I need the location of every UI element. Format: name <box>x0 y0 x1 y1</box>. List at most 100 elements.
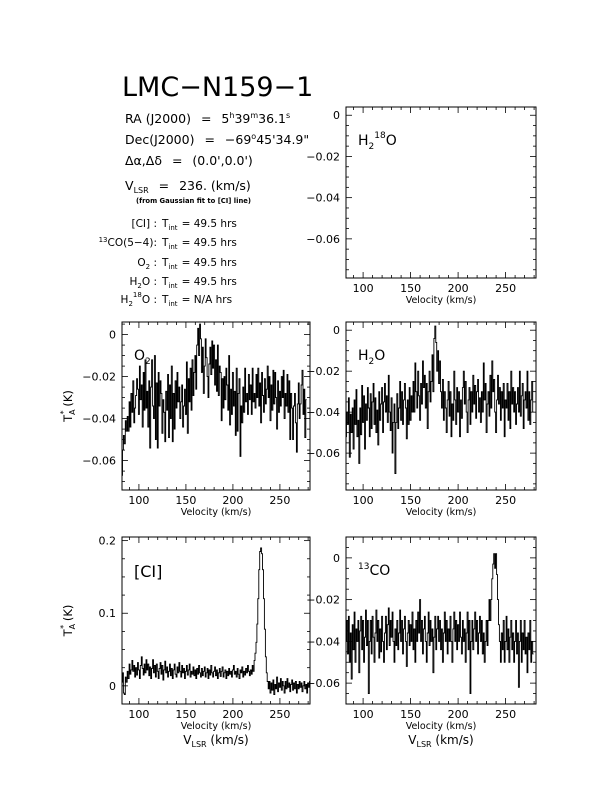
x-tick-label-o2: 100 <box>128 494 149 507</box>
y-tick-label-h2o: −0.06 <box>306 447 340 460</box>
ra-line: RA (J2000) = 5h39m36.1s <box>125 111 290 126</box>
panel-label-base: CO <box>369 563 390 579</box>
y-tick-label-o2: −0.04 <box>82 413 116 426</box>
ylabel-star: * <box>59 625 68 629</box>
tint-h218o-tail: O <box>142 294 150 306</box>
panel-label-13co: 13CO <box>358 562 390 579</box>
ylabel-unit: (K) <box>61 390 75 410</box>
y-tick-label-13co: −0.06 <box>306 677 340 690</box>
panel-frame-h2o <box>345 321 537 491</box>
ylabel-t: T <box>61 414 75 423</box>
vlsr-sub: LSR <box>192 740 208 749</box>
ra-sec: 36.1 <box>258 111 286 126</box>
x-tick-label-13co: 150 <box>400 708 421 721</box>
x-tick-label-h218o: 150 <box>400 282 421 295</box>
panel-label-tail: O <box>374 348 385 364</box>
tint-h2o-value: = 49.5 hrs <box>182 276 237 288</box>
offset-value: (0.0',0.0') <box>192 153 252 168</box>
tint-13co-tsub: int <box>168 243 177 251</box>
tint-13co-colon: : <box>153 237 157 249</box>
x-axis-label-h218o: Velocity (km/s) <box>406 295 477 306</box>
panel-label-ci: [CI] <box>134 562 162 581</box>
x-tick-label-ci: 100 <box>128 708 149 721</box>
tint-13co-value: = 49.5 hrs <box>182 237 237 249</box>
vlsr-note: (from Gaussian fit to [CI] line) <box>136 197 251 205</box>
panel-13co: 100 150 200 250 0 −0.02 −0.04 −0.06 Velocity (km… <box>306 536 537 749</box>
tint-o2-t: T <box>161 257 169 269</box>
x-tick-label-h218o: 100 <box>353 282 374 295</box>
x-tick-label-h2o: 250 <box>495 494 516 507</box>
x-tick-label-13co: 250 <box>495 708 516 721</box>
y-tick-label-ci: 0.1 <box>99 607 117 620</box>
panel-h218o: 100 150 200 250 0 −0.02 −0.04 −0.06 Velocity (km… <box>306 106 537 306</box>
panel-label-base: H <box>358 133 369 149</box>
vlsr-sub: LSR <box>417 740 433 749</box>
ra-eq: = <box>201 111 211 126</box>
tint-h2o-tsub: int <box>168 282 177 290</box>
ra-hours: 5 <box>221 111 229 126</box>
tint-h218o-tsub: int <box>168 300 177 308</box>
dec-rest: 45'34.9" <box>256 132 309 147</box>
tint-h218o-t: T <box>161 294 169 306</box>
x-tick-label-o2: 200 <box>222 494 243 507</box>
dec-label: Dec(J2000) <box>125 132 194 147</box>
panel-label-base: O <box>134 348 145 364</box>
x-tick-label-ci: 250 <box>269 708 290 721</box>
spectrum-line-13co <box>346 553 534 695</box>
x-tick-label-h2o: 150 <box>400 494 421 507</box>
tint-13co-name: CO(5−4) <box>108 237 154 249</box>
tint-name-ci: [CI] : <box>131 218 157 230</box>
panel-label-o2: O2 <box>134 348 151 367</box>
tint-ci-t: T <box>161 218 169 230</box>
dec-deg-unit: o <box>251 132 256 141</box>
x-tick-label-13co: 100 <box>353 708 374 721</box>
panel-ci: 100 150 200 250 0 0.1 0.2 Velocity (km/s)VLSR (… <box>59 535 311 749</box>
tint-h218o-sub: 2 <box>128 300 132 308</box>
tint-ci-name: [CI] <box>131 218 150 230</box>
tint-name-h218o: H218O : <box>121 291 157 308</box>
y-tick-label-h218o: −0.04 <box>306 192 340 205</box>
x-tick-label-h2o: 200 <box>448 494 469 507</box>
tint-name-h2o: H2O : <box>129 276 157 290</box>
dec-eq: = <box>204 132 214 147</box>
vlsr-v: V <box>408 733 417 747</box>
y-tick-label-h2o: −0.02 <box>306 365 340 378</box>
tint-o2-sub: 2 <box>146 263 150 271</box>
tint-o2-value-line: Tint = 49.5 hrs <box>161 257 237 271</box>
tint-h2o-colon: : <box>150 276 157 288</box>
dec-deg: −69 <box>225 132 251 147</box>
x-axis-label-h2o: Velocity (km/s) <box>406 507 477 518</box>
panel-frame-ci <box>121 536 311 705</box>
offset-line: Δα,Δδ = (0.0',0.0') <box>125 153 253 168</box>
tint-13co-t: T <box>161 237 169 249</box>
x-tick-label-ci: 200 <box>222 708 243 721</box>
x-tick-label-o2: 150 <box>175 494 196 507</box>
panel-label-sup: 18 <box>374 131 386 141</box>
y-axis-label-ci: TA* (K) <box>59 605 77 638</box>
vlsr-v: V <box>183 733 192 747</box>
panel-label-sub: 2 <box>145 357 151 367</box>
x-tick-label-h218o: 200 <box>448 282 469 295</box>
ra-label: RA (J2000) <box>125 111 191 126</box>
panel-label-sub: 2 <box>369 142 375 152</box>
x-axis-label-ci: Velocity (km/s) <box>181 721 252 732</box>
x-axis-label2-13co: VLSR (km/s) <box>408 733 473 749</box>
vlsr-unit: (km/s) <box>207 733 249 747</box>
y-tick-label-o2: −0.02 <box>82 371 116 384</box>
vlsr-v: V <box>125 178 134 193</box>
y-tick-label-h218o: 0 <box>333 109 340 122</box>
panel-label-base: [CI] <box>134 562 162 581</box>
panel-label-sub: 2 <box>369 357 375 367</box>
tint-h2o-value-line: Tint = 49.5 hrs <box>161 276 237 290</box>
tint-h2o-sub: 2 <box>137 282 141 290</box>
tint-name-13co: 13CO(5−4): <box>99 236 157 249</box>
panel-label-h2o: H2O <box>358 348 385 367</box>
y-tick-label-h218o: −0.02 <box>306 150 340 163</box>
ra-hours-unit: h <box>229 111 234 120</box>
tint-name-o2: O2 : <box>137 257 157 271</box>
y-tick-label-ci: 0 <box>109 680 116 693</box>
ylabel-unit: (K) <box>61 605 75 625</box>
tint-block: [CI] : Tint = 49.5 hrs 13CO(5−4): Tint = 4… <box>99 218 237 308</box>
